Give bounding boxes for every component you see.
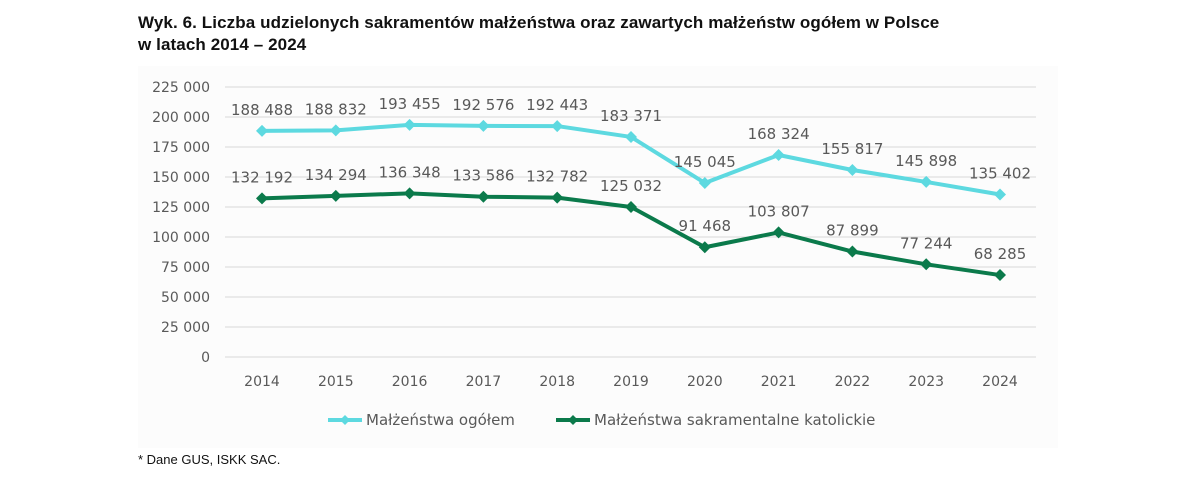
x-tick-label: 2019 [613,374,649,390]
data-point-marker [329,189,342,202]
data-point-marker [256,192,268,205]
x-tick-label: 2020 [687,374,723,390]
data-label: 132 782 [526,168,588,186]
x-tick-label: 2023 [908,374,944,390]
y-tick-label: 225 000 [152,80,210,96]
data-point-marker [625,200,637,213]
legend-label: Małżeństwa ogółem [366,411,515,429]
y-tick-label: 150 000 [152,170,210,186]
x-tick-label: 2024 [982,374,1018,390]
data-point-marker [403,118,416,131]
data-point-marker [698,241,711,254]
data-label: 193 455 [379,95,441,113]
legend-label: Małżeństwa sakramentalne katolickie [594,411,875,429]
data-point-marker [994,269,1006,282]
x-tick-label: 2022 [835,374,871,390]
data-point-marker [772,226,785,239]
gridlines [225,86,1036,358]
data-point-marker [920,175,933,188]
data-point-marker [625,130,637,143]
y-tick-label: 125 000 [152,200,210,216]
chart-title-line2: w latach 2014 – 2024 [138,35,307,54]
data-point-marker [772,149,785,162]
data-label: 183 371 [600,107,662,125]
data-label: 68 285 [974,245,1027,263]
legend: Małżeństwa ogółem Małżeństwa sakramentaln… [328,411,875,429]
data-label: 77 244 [900,234,953,252]
y-tick-label: 25 000 [161,320,210,336]
x-tick-label: 2015 [318,374,354,390]
data-point-marker [551,120,564,133]
data-label: 155 817 [821,140,883,158]
data-labels: 188 488 188 832 193 455 192 576 192 443 183 3… [231,95,1031,263]
data-label: 188 832 [305,100,367,118]
x-axis-ticks: 2014 2015 2016 2017 2018 2019 2020 2021 2022 2023… [244,374,1018,390]
data-label: 136 348 [379,163,441,181]
data-point-marker [698,176,711,189]
data-point-marker [920,258,933,271]
x-tick-label: 2021 [761,374,797,390]
x-tick-label: 2017 [466,374,502,390]
data-point-marker [551,191,564,204]
data-point-marker [846,164,859,177]
data-label: 145 045 [674,153,736,171]
data-label: 145 898 [895,152,957,170]
data-point-marker [403,187,416,200]
y-tick-label: 100 000 [152,230,210,246]
x-tick-label: 2018 [539,374,575,390]
data-label: 192 443 [526,96,588,114]
data-label: 125 032 [600,177,662,195]
y-axis-ticks: 0 25 000 50 000 75 000 100 000 125 000 150 000… [152,80,210,366]
data-point-marker [994,188,1006,201]
data-label: 188 488 [231,101,293,119]
data-label: 91 468 [679,217,732,235]
chart-title-line1: Wyk. 6. Liczba udzielonych sakramentów m… [138,13,940,32]
data-point-marker [477,119,490,132]
data-label: 135 402 [969,165,1031,183]
data-label: 134 294 [305,166,367,184]
data-label: 87 899 [826,222,879,240]
footnote: * Dane GUS, ISKK SAC. [138,452,281,467]
y-tick-label: 0 [201,350,210,366]
data-point-marker [477,190,490,203]
data-point-marker [846,245,859,258]
data-label: 192 576 [452,96,514,114]
y-tick-label: 175 000 [152,140,210,156]
x-tick-label: 2014 [244,374,280,390]
legend-marker-1 [568,415,578,425]
y-tick-label: 75 000 [161,260,210,276]
data-point-marker [329,124,342,137]
y-tick-label: 200 000 [152,110,210,126]
data-label: 168 324 [748,125,810,143]
data-label: 133 586 [452,167,514,185]
chart-title: Wyk. 6. Liczba udzielonych sakramentów m… [138,12,1068,56]
data-label: 132 192 [231,168,293,186]
data-point-marker [256,124,268,137]
series-markers [256,118,1006,282]
data-label: 103 807 [748,202,810,220]
y-tick-label: 50 000 [161,290,210,306]
legend-marker-0 [340,415,350,425]
x-tick-label: 2016 [392,374,428,390]
